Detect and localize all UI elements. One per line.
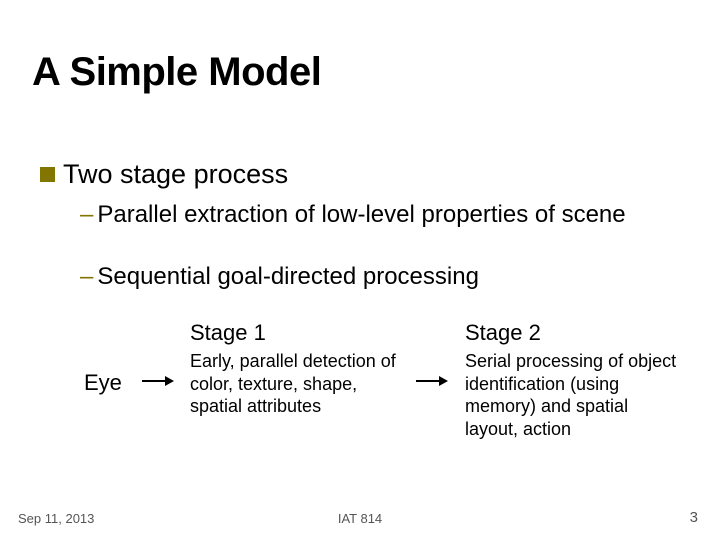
square-bullet-icon xyxy=(40,167,55,182)
dash-icon: – xyxy=(80,263,93,290)
stage-2-block: Stage 2 Serial processing of object iden… xyxy=(465,320,685,440)
sub-bullet-1: –Parallel extraction of low-level proper… xyxy=(80,200,680,230)
bullet-main-text: Two stage process xyxy=(63,158,288,190)
stage-1-desc: Early, parallel detection of color, text… xyxy=(190,350,400,418)
footer-course: IAT 814 xyxy=(0,511,720,526)
process-diagram: Eye Stage 1 Early, parallel detection of… xyxy=(60,320,690,480)
stage-1-block: Stage 1 Early, parallel detection of col… xyxy=(190,320,400,418)
bullet-level1: Two stage process xyxy=(40,158,680,190)
arrow-icon xyxy=(142,380,172,382)
arrow-icon xyxy=(416,380,446,382)
slide: A Simple Model Two stage process –Parall… xyxy=(0,0,720,540)
slide-title: A Simple Model xyxy=(32,50,321,95)
footer-page-number: 3 xyxy=(690,509,698,526)
eye-label: Eye xyxy=(84,370,122,396)
stage-2-title: Stage 2 xyxy=(465,320,685,346)
sub-bullet-1-text: Parallel extraction of low-level propert… xyxy=(97,201,625,228)
sub-bullet-2-text: Sequential goal-directed processing xyxy=(97,263,479,290)
stage-2-desc: Serial processing of object identificati… xyxy=(465,350,685,440)
sub-bullet-2: –Sequential goal-directed processing xyxy=(80,262,680,292)
stage-1-title: Stage 1 xyxy=(190,320,400,346)
dash-icon: – xyxy=(80,201,93,228)
